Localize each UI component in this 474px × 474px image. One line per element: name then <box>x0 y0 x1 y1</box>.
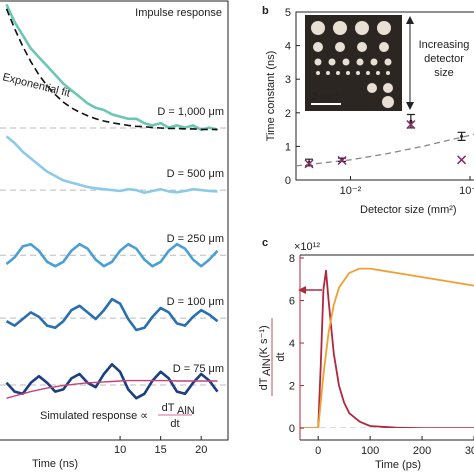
trace <box>5 135 218 194</box>
inset-photo <box>305 15 402 111</box>
y-tick-label: 0 <box>285 175 291 187</box>
simulated-response <box>6 379 218 399</box>
red-arrow <box>298 286 322 294</box>
panel-c-plot <box>300 267 474 428</box>
x-tick-label: 200 <box>413 445 431 457</box>
annotation-line: detector <box>424 53 464 65</box>
x-axis-label: Detector size (mm²) <box>360 204 457 216</box>
y-label-subscript: AlN <box>261 358 273 376</box>
y-tick-label: 5 <box>285 7 291 19</box>
y-tick-label: 4 <box>285 41 291 53</box>
x-axis-label: Time (ns) <box>32 458 78 470</box>
y-tick-label: 6 <box>289 296 295 308</box>
cross-marker <box>457 155 467 165</box>
trace <box>5 242 219 268</box>
x-tick-label: 100 <box>361 445 379 457</box>
y-label-unit: (K s⁻¹) <box>258 325 270 358</box>
panel-b-frame <box>295 11 474 181</box>
x-tick-label: 10⁻¹ <box>459 185 474 197</box>
panel-b-plot <box>296 113 474 169</box>
x-tick-label: 0 <box>315 445 321 457</box>
y-tick-label: 8 <box>289 253 295 265</box>
curve <box>300 269 474 428</box>
trace <box>5 3 218 132</box>
trace <box>5 363 219 400</box>
x-tick-label: 10⁻² <box>340 185 362 197</box>
chart-title: Impulse response <box>135 7 222 19</box>
trace-label: D = 75 μm <box>173 363 224 375</box>
point <box>409 119 413 123</box>
x-tick-label: 300 <box>465 445 474 457</box>
point <box>460 134 464 138</box>
panel-a-frame <box>0 0 229 441</box>
cross-marker <box>337 155 347 166</box>
y-tick-label: 4 <box>289 338 295 350</box>
y-label-denominator: dt <box>275 352 287 361</box>
annotation-line: Increasing <box>419 39 470 51</box>
x-axis-label: Time (ps) <box>375 459 421 471</box>
y-axis-label: Time constant (ns) <box>265 51 277 142</box>
fit-curve <box>296 133 474 167</box>
trace <box>5 297 219 332</box>
fit-label: Exponential fit <box>1 71 71 99</box>
y-multiplier: ×10¹² <box>294 241 320 253</box>
scale-bar-label: 2 mm <box>311 91 339 103</box>
trace-label: D = 1,000 μm <box>157 106 224 118</box>
x-tick-label: 20 <box>195 444 207 456</box>
simulated-formula-denominator: dt <box>170 418 179 430</box>
cross-marker <box>304 159 314 169</box>
y-tick-label: 0 <box>289 423 295 435</box>
y-tick-label: 2 <box>285 108 291 120</box>
x-tick-label: 10 <box>114 444 126 456</box>
curve <box>300 267 474 428</box>
y-tick-label: 3 <box>285 74 291 86</box>
panel-a-plot <box>0 3 228 400</box>
panel-label: b <box>262 5 269 17</box>
y-tick-label: 2 <box>289 381 295 393</box>
trace-label: D = 100 μm <box>167 296 224 308</box>
exponential-fit <box>5 8 218 131</box>
simulated-label: Simulated response ∝ <box>40 410 148 422</box>
trace-label: D = 500 μm <box>167 168 224 180</box>
simulated-formula-subscript: AlN <box>177 405 195 417</box>
annotation-line: size <box>434 67 454 79</box>
trace-label: D = 250 μm <box>167 233 224 245</box>
panel-label: c <box>262 237 268 249</box>
y-tick-label: 1 <box>285 141 291 153</box>
x-tick-label: 15 <box>155 444 167 456</box>
simulated-formula-numerator: dT <box>162 402 175 414</box>
cross-marker <box>406 120 416 130</box>
y-label-numerator: dT <box>258 377 270 390</box>
size-arrow <box>406 16 414 110</box>
